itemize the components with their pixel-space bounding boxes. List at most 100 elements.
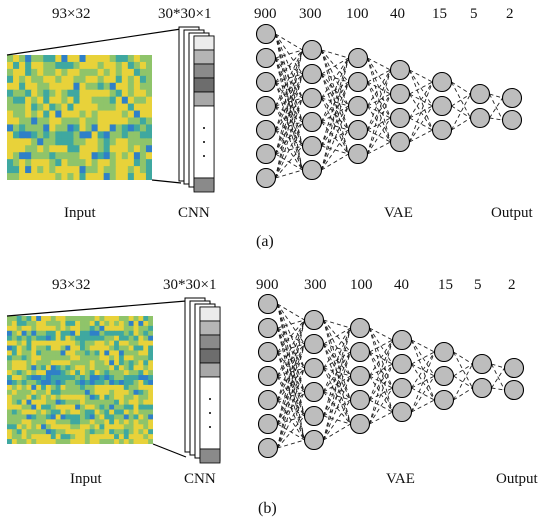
heatmap-cell [45,439,52,444]
heatmap-cell [143,434,149,440]
connection [367,141,391,155]
heatmap-cell [121,82,129,91]
heatmap-cell [7,75,14,84]
heatmap-cell [118,345,125,352]
cnn-cell [199,334,221,350]
heatmap-cell [145,138,152,146]
heatmap-cell [21,325,28,332]
heatmap-cell [127,82,135,91]
heatmap-cell [21,350,28,356]
heatmap-cell [84,384,91,391]
heatmap-cell [55,399,62,406]
connection [369,387,393,425]
heatmap-cell [94,365,101,371]
heatmap-cell [73,117,81,126]
heatmap-cell [26,355,32,361]
heatmap-cell [50,409,57,416]
heatmap-cell [109,389,115,396]
heatmap-cell [145,117,152,126]
heatmap-cell [133,138,141,146]
heatmap-cell [65,429,71,435]
heatmap-cell [70,380,76,386]
heatmap-cell [103,68,111,77]
heatmap-cell [16,360,23,366]
heatmap-cell [133,355,139,361]
heatmap-cell [148,380,153,386]
heatmap-cell [70,384,76,391]
heatmap-cell [148,439,153,444]
heatmap-cell [75,414,81,420]
heatmap-cell [41,429,47,435]
connection [369,351,393,365]
heatmap-cell [115,82,123,91]
heatmap-cell [49,117,56,126]
heatmap-cell [103,103,111,112]
heatmap-cell [37,152,44,160]
connection [409,129,433,143]
heatmap-cell [7,340,13,347]
heatmap-cell [16,404,23,411]
heatmap-cell [123,380,130,386]
heatmap-cell [89,330,96,337]
heatmap-cell [43,61,50,70]
heatmap-cell [50,325,57,332]
heatmap-cell [114,335,120,342]
heatmap-cell [127,55,135,63]
heatmap-cell [84,394,91,401]
layer-size-100: 100 [346,6,369,22]
layer-size-5: 5 [474,277,482,293]
heatmap-cell [84,419,91,425]
heatmap-cell [91,124,99,132]
heatmap-cell [55,370,62,376]
heatmap-cell [109,404,115,411]
heatmap-cell [7,330,13,337]
heatmap-cell [133,320,139,327]
connection [275,49,303,131]
heatmap-cell [61,82,69,91]
heatmap-cell [13,96,20,105]
heatmap-cell [13,152,20,160]
heatmap-cell [89,404,96,411]
connection [453,351,473,389]
heatmap-cell [104,424,110,430]
heatmap-cell [55,131,62,139]
layer-size-2: 2 [506,6,514,22]
heatmap-cell [49,68,56,77]
heatmap-cell [139,75,147,84]
heatmap-cell [65,434,71,440]
input-heatmap [7,316,153,444]
heatmap-cell [41,439,47,444]
heatmap-cell [109,394,115,401]
heatmap-cell [139,124,147,132]
heatmap-cell [60,429,66,435]
connection [453,363,473,401]
heatmap-cell [143,330,149,337]
heatmap-cell [19,145,26,153]
heatmap-cell [41,325,47,332]
heatmap-cell [7,152,14,160]
connection [409,93,433,131]
heatmap-cell [139,96,147,105]
connection [369,327,393,389]
heatmap-cell [94,355,101,361]
heatmap-cell [104,439,110,444]
heatmap-cell [115,152,123,160]
heatmap-cell [65,345,71,352]
heatmap-cell [79,145,87,153]
heatmap-cell [41,316,47,322]
heatmap-cell [109,335,115,342]
connection [367,69,391,155]
heatmap-cell [99,394,105,401]
heatmap-cell [97,82,105,91]
heatmap-cell [80,340,86,347]
heatmap-cell [148,316,153,322]
heatmap-cell [61,124,69,132]
heatmap-cell [19,55,26,63]
heatmap-cell [31,325,37,332]
heatmap-cell [133,55,141,63]
heatmap-cell [99,389,105,396]
heatmap-cell [121,68,129,77]
heatmap-cell [114,409,120,416]
neuron-node [303,333,325,355]
heatmap-cell [36,325,42,332]
